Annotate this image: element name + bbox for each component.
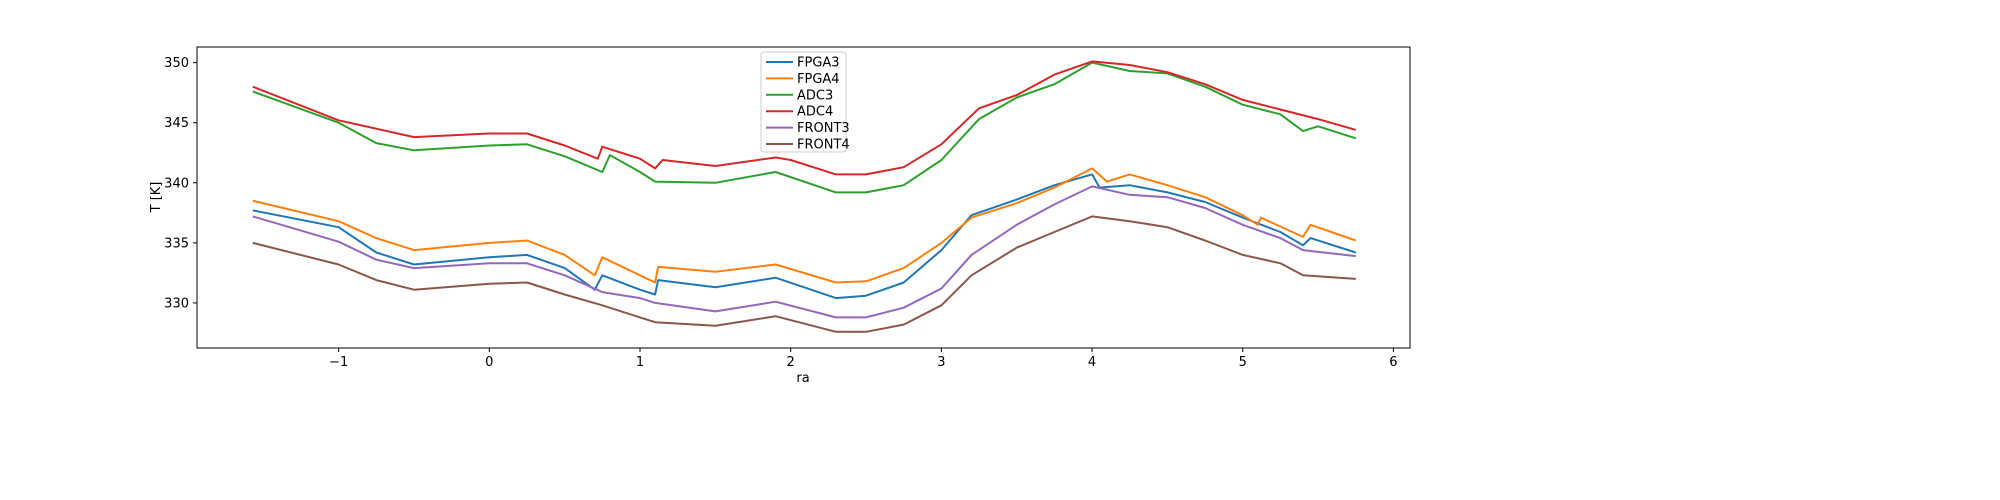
legend-label: FRONT3	[797, 121, 850, 136]
y-axis: 330 335 340 345 350	[164, 56, 197, 311]
series-lines	[252, 60, 1357, 333]
x-axis: −1 0 1 2 3 4 5 6	[329, 348, 1398, 370]
x-tick-label: 6	[1389, 355, 1397, 370]
plot-frame	[196, 46, 1411, 349]
y-tick-label: 330	[164, 296, 189, 311]
x-tick-label: 4	[1088, 355, 1096, 370]
x-tick-label: 0	[485, 355, 493, 370]
x-axis-label: ra	[796, 371, 809, 386]
legend-label: FPGA4	[797, 72, 840, 87]
x-tick-label: 3	[937, 355, 945, 370]
series-line-front4	[252, 215, 1356, 333]
series-line-front3	[252, 185, 1356, 319]
series-line-fpga4	[252, 167, 1357, 284]
legend-label: ADC4	[797, 105, 833, 120]
y-tick-label: 335	[164, 236, 189, 251]
x-tick-label: 5	[1239, 355, 1247, 370]
legend-label: FRONT4	[797, 138, 850, 153]
series-line-fpga3	[252, 173, 1357, 300]
legend-label: ADC3	[797, 88, 833, 103]
series-line-adc3	[252, 61, 1357, 194]
y-tick-label: 345	[164, 116, 189, 131]
y-tick-label: 340	[164, 176, 189, 191]
legend-label: FPGA3	[797, 56, 840, 71]
y-axis-label: T [K]	[149, 182, 164, 214]
y-tick-label: 350	[164, 56, 189, 71]
series-line-adc4	[252, 60, 1357, 176]
x-tick-label: 2	[787, 355, 795, 370]
x-tick-label: −1	[329, 355, 348, 370]
x-tick-label: 1	[636, 355, 644, 370]
